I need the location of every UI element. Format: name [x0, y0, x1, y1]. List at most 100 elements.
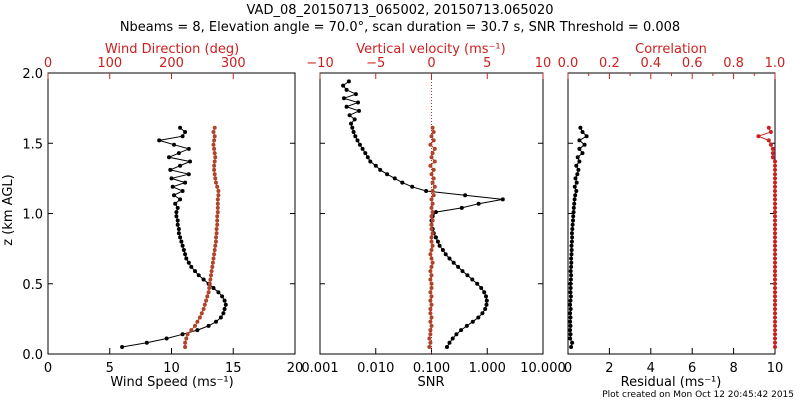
wind-series-0-point-7: [218, 315, 223, 320]
y-axis-label: z (km AGL): [1, 174, 16, 245]
snr-series-1-point-2: [427, 336, 432, 341]
wind-series-1-point-11: [204, 298, 209, 303]
snr-series-0-point-21: [447, 256, 452, 261]
wind-series-0-point-39: [183, 180, 188, 185]
wind-series-1-point-9: [201, 307, 206, 311]
residual-x2-tick-label-4: 0.8: [723, 56, 744, 71]
panel-wind-frame: [47, 72, 296, 355]
wind-series-0-point-5: [206, 323, 211, 328]
snr-series-1-point-51: [431, 130, 436, 134]
snr-series-0-line: [342, 80, 503, 348]
residual-x2-tick-label-1: 0.2: [599, 56, 620, 71]
snr-series-1-point-38: [432, 184, 437, 189]
residual-series-0-point-42: [576, 167, 581, 172]
snr-series-1-point-40: [431, 176, 436, 181]
residual-series-1-point-1: [773, 340, 777, 345]
snr-x2-tick-label-4: 10: [535, 56, 552, 71]
residual-series-0-point-50: [584, 134, 589, 139]
wind-series-0-point-12: [220, 294, 225, 299]
snr-series-0-point-54: [352, 117, 357, 122]
residual-series-1-point-3: [773, 332, 777, 337]
wind-series-1-point-8: [199, 311, 204, 316]
residual-series-0-point-46: [580, 151, 585, 156]
snr-series-0-point-61: [344, 87, 349, 92]
residual-series-1-point-44: [773, 159, 777, 164]
residual-series-0-point-16: [568, 277, 573, 282]
residual-series-1-point-35: [773, 197, 777, 202]
snr-series-0-point-57: [344, 104, 349, 109]
wind-x-tick-label-3: 15: [225, 361, 242, 376]
residual-x-tick-label-2: 4: [647, 361, 655, 376]
snr-series-0-point-26: [433, 235, 438, 240]
wind-series-0-point-46: [176, 151, 181, 156]
residual-series-0-point-26: [570, 235, 575, 240]
residual-series-1-point-24: [773, 243, 777, 248]
residual-series-0-point-24: [569, 243, 574, 248]
wind-series-0-point-10: [223, 302, 228, 307]
snr-series-1-point-17: [429, 273, 434, 278]
residual-series-0-point-27: [569, 231, 574, 236]
residual-series-0-point-43: [574, 163, 579, 168]
wind-series-1-point-31: [215, 214, 220, 219]
residual-series-1-point-0: [773, 345, 777, 349]
residual-series-0-point-10: [568, 302, 573, 307]
wind-series-1-point-24: [213, 243, 218, 248]
snr-series-1-point-46: [430, 151, 435, 156]
residual-series-1-point-39: [773, 180, 777, 185]
wind-series-0-point-43: [178, 163, 183, 168]
title-line-1: VAD_08_20150713_065002, 20150713.065020: [247, 3, 554, 18]
wind-series-0-point-47: [186, 146, 191, 151]
snr-series-1-point-21: [429, 256, 434, 261]
wind-series-1-point-52: [212, 125, 217, 130]
wind-series-1-point-2: [184, 336, 189, 341]
wind-x-tick-label-1: 5: [106, 361, 114, 376]
snr-series-1-point-19: [429, 264, 434, 269]
residual-series-0-point-5: [568, 323, 573, 328]
panel-residual-frame: [567, 72, 776, 355]
residual-series-1-point-15: [773, 281, 777, 286]
residual-series-0-point-3: [568, 332, 573, 337]
snr-series-0-point-17: [465, 273, 470, 278]
wind-series-1-point-41: [212, 172, 217, 177]
snr-x-tick-label-0: 0.001: [301, 361, 338, 376]
wind-series-0-point-19: [189, 264, 194, 269]
snr-series-0-point-39: [400, 180, 405, 185]
wind-series-0-point-40: [169, 176, 174, 181]
snr-series-0-point-41: [385, 172, 390, 177]
snr-series-0-point-53: [349, 121, 353, 126]
residual-series-1-point-16: [773, 277, 777, 282]
snr-series-0-point-34: [476, 201, 481, 206]
residual-series-1-point-20: [773, 260, 777, 265]
wind-series-1-point-38: [215, 184, 220, 189]
residual-series-0-point-19: [569, 264, 574, 269]
snr-series-0-point-20: [451, 260, 456, 265]
residual-series-1-point-38: [773, 184, 777, 189]
snr-series-0-point-1: [447, 340, 452, 345]
snr-series-0-point-4: [459, 328, 464, 333]
residual-series-0-point-1: [570, 340, 575, 345]
snr-series-0-point-15: [475, 281, 480, 286]
wind-series-0-point-49: [157, 138, 162, 143]
wind-series-1-point-48: [211, 142, 216, 147]
residual-series-0-point-30: [571, 218, 575, 223]
snr-series-1-point-49: [431, 138, 436, 143]
snr-series-0-point-55: [347, 113, 352, 118]
wind-series-1-point-17: [209, 273, 213, 278]
wind-series-1-point-33: [215, 205, 220, 210]
wind-x2-tick-label-1: 100: [97, 56, 122, 71]
wind-series-1-point-18: [209, 269, 214, 274]
residual-series-0-point-34: [572, 201, 577, 206]
residual-series-1-point-49: [766, 138, 771, 143]
residual-series-0-point-8: [568, 311, 573, 316]
wind-series-1-point-47: [212, 146, 217, 151]
snr-series-1-point-25: [429, 239, 434, 244]
snr-series-0-point-9: [483, 307, 488, 311]
snr-series-0-point-3: [454, 332, 459, 337]
snr-x-tick-label-1: 0.010: [357, 361, 394, 376]
residual-series-0-point-32: [571, 210, 576, 215]
wind-series-1-point-14: [207, 286, 212, 290]
snr-series-0-point-10: [484, 302, 489, 307]
snr-series-0-point-59: [342, 96, 346, 101]
snr-series-0-point-24: [437, 243, 442, 248]
residual-series-0-point-52: [578, 125, 583, 130]
